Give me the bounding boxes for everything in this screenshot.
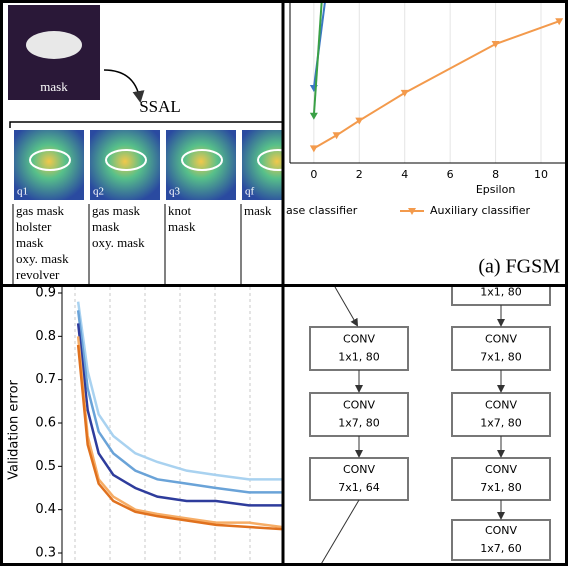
image-label: mask <box>40 79 68 94</box>
thumbnail <box>166 130 236 200</box>
y-tick-label: 0.6 <box>35 416 56 431</box>
ssal-title: SSAL <box>139 97 181 116</box>
series-line <box>312 2 323 116</box>
diagram-panel: CONV 1x1, 80 CONV 1x7, 80 CONV 7x1, 64 1x1, 80… <box>309 286 551 564</box>
arrow <box>334 287 359 327</box>
connector <box>320 499 360 564</box>
thumbnail <box>14 130 84 200</box>
legend-label: ase classifier <box>286 204 358 217</box>
box-label: 1x1, 80 <box>480 286 522 299</box>
box-label: CONV <box>343 463 376 476</box>
label-word: oxy. mask <box>92 235 145 250</box>
label-word: mask <box>244 203 272 218</box>
conv-box <box>451 392 551 437</box>
conv-box <box>451 326 551 371</box>
label-word: knot <box>168 203 192 218</box>
legend-marker <box>408 208 416 215</box>
box-label: 1x1, 80 <box>338 351 380 364</box>
series-line <box>313 20 560 150</box>
bracket <box>9 121 282 128</box>
y-tick-label: 0.9 <box>35 286 56 301</box>
label-word: holster <box>16 219 52 234</box>
y-tick-label: 0.8 <box>35 329 56 344</box>
box-label: 1x7, 60 <box>480 542 522 555</box>
marker <box>309 112 318 120</box>
thumbnail-mask <box>29 149 71 171</box>
y-tick-label: 0.4 <box>35 502 56 517</box>
fgsm-panel: 0 2 4 6 8 10 Epsilon ase classifier Auxiliary cl… <box>286 2 566 278</box>
marker <box>491 41 500 49</box>
mask-shape <box>26 31 82 59</box>
y-tick-label: 0.7 <box>35 372 56 387</box>
marker <box>309 145 318 153</box>
thumbnail-tag: q3 <box>169 186 181 198</box>
box-label: CONV <box>485 524 518 537</box>
series-line <box>76 336 282 529</box>
thumbnail-mask <box>257 149 282 171</box>
box-label: 7x1, 64 <box>338 481 380 494</box>
caption: (a) FGSM <box>478 256 560 278</box>
x-tick-label: 0 <box>310 168 317 181</box>
x-tick-label: 6 <box>447 168 454 181</box>
series-line <box>76 344 282 531</box>
conv-box <box>451 457 551 501</box>
thumbnail-mask <box>105 149 147 171</box>
validation-panel: 0.3 0.4 0.5 0.6 0.7 0.8 0.9 Validation error <box>7 286 282 564</box>
x-tick-label: 4 <box>401 168 408 181</box>
thumbnail-tag: q2 <box>93 186 104 198</box>
box-label: CONV <box>343 333 376 346</box>
box-label: 7x1, 80 <box>480 481 522 494</box>
label-word: gas mask <box>16 203 65 218</box>
label-word: mask <box>168 219 196 234</box>
label-word: mask <box>92 219 120 234</box>
series-line <box>76 301 282 481</box>
box-label: CONV <box>343 399 376 412</box>
legend-label: Auxiliary classifier <box>430 204 531 217</box>
marker <box>555 18 564 26</box>
box-label: 1x7, 80 <box>480 417 522 430</box>
y-tick-label: 0.3 <box>35 546 56 561</box>
marker <box>332 132 341 140</box>
marker <box>355 117 364 125</box>
thumbnail-tag: qf <box>245 186 255 198</box>
conv-box <box>309 457 409 501</box>
y-tick-label: 0.5 <box>35 459 56 474</box>
x-tick-label: 8 <box>492 168 499 181</box>
box-label: 1x7, 80 <box>338 417 380 430</box>
thumbnail-mask <box>181 149 223 171</box>
box-label: 7x1, 80 <box>480 351 522 364</box>
marker <box>400 89 409 97</box>
conv-box <box>309 392 409 437</box>
label-word: oxy. mask <box>16 251 69 266</box>
x-axis-label: Epsilon <box>476 183 516 196</box>
label-word: gas mask <box>92 203 141 218</box>
box-label: CONV <box>485 463 518 476</box>
thumbnail <box>90 130 160 200</box>
y-axis-label: Validation error <box>7 379 22 479</box>
thumbnail-tag: q1 <box>17 186 28 198</box>
series-line <box>76 323 282 507</box>
conv-box <box>451 519 551 561</box>
x-tick-label: 2 <box>356 168 363 181</box>
arrow <box>103 69 145 103</box>
label-word: revolver <box>16 267 60 282</box>
series-line <box>76 310 282 494</box>
box-label: CONV <box>485 399 518 412</box>
label-word: mask <box>16 235 44 250</box>
box-label: CONV <box>485 333 518 346</box>
x-tick-label: 10 <box>534 168 548 181</box>
